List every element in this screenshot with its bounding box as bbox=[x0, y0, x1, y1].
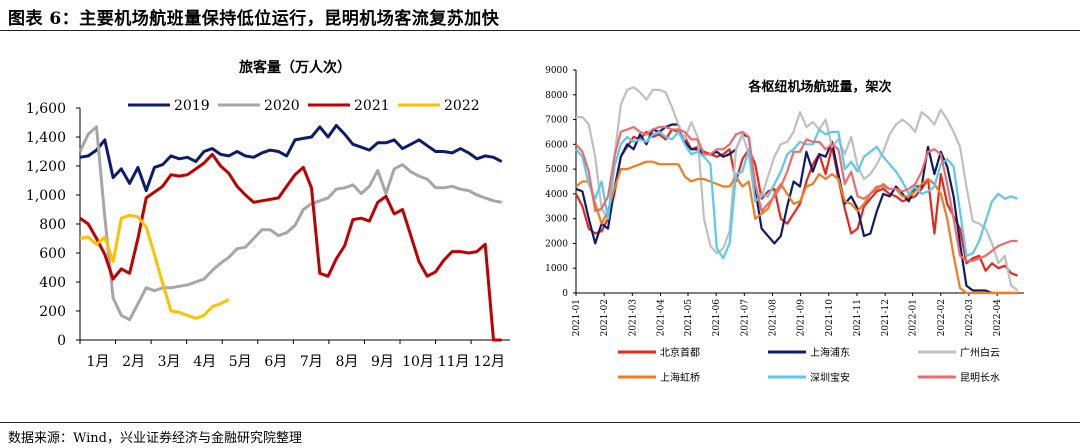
x-tick-label: 1月 bbox=[87, 354, 110, 370]
x-tick-label: 2022-04 bbox=[993, 299, 1003, 337]
x-tick-label: 2021-03 bbox=[628, 299, 638, 337]
flights-chart: 各枢纽机场航班量，架次 0 1000 2000 3000 4000 5000 6000 7000… bbox=[545, 66, 1024, 384]
y-tick-label: 0 bbox=[562, 289, 568, 299]
y-tick-label: 2000 bbox=[545, 239, 568, 249]
x-tick-label: 2022-02 bbox=[937, 299, 947, 336]
x-tick-label: 12月 bbox=[473, 354, 505, 370]
x-tick-label: 5月 bbox=[229, 354, 252, 370]
bottom-rule bbox=[0, 422, 1080, 423]
figure-title: 图表 6：主要机场航班量保持低位运行，昆明机场客流复苏加快 bbox=[8, 9, 500, 29]
y-tick-label: 400 bbox=[39, 275, 66, 291]
x-tick-label: 2021-06 bbox=[712, 299, 722, 337]
series-line-2019 bbox=[79, 123, 503, 193]
series-line-广州白云 bbox=[576, 86, 1019, 292]
x-tick-label: 10月 bbox=[402, 354, 434, 370]
x-tick-label: 2022-03 bbox=[965, 299, 975, 337]
series-line-2021 bbox=[79, 152, 502, 342]
chart-title: 旅客量（万人次） bbox=[239, 59, 351, 76]
y-tick-label: 3000 bbox=[545, 215, 568, 225]
series-line-2022 bbox=[79, 213, 230, 320]
y-tick-label: 1000 bbox=[545, 264, 568, 274]
x-tick-label: 2021-04 bbox=[656, 299, 666, 337]
series-line-深圳宝安 bbox=[575, 128, 1018, 260]
x-tick-label: 2021-12 bbox=[881, 299, 891, 336]
legend-label-上海虹桥: 上海虹桥 bbox=[660, 371, 700, 384]
x-tick-label: 2021-10 bbox=[825, 299, 835, 337]
y-tick-label: 1,600 bbox=[26, 101, 66, 117]
x-tick-label: 2021-02 bbox=[600, 299, 610, 336]
y-tick-label: 600 bbox=[39, 246, 66, 262]
series-line-昆明长水 bbox=[575, 125, 1018, 262]
x-tick-label: 2021-01 bbox=[572, 299, 582, 336]
x-tick-label: 7月 bbox=[300, 354, 323, 370]
x-tick-label: 2月 bbox=[122, 354, 145, 370]
y-tick-label: 5000 bbox=[545, 165, 568, 175]
top-rule bbox=[0, 30, 1080, 31]
y-tick-label: 4000 bbox=[545, 190, 568, 200]
x-tick-label: 2021-11 bbox=[853, 299, 863, 336]
data-source: 数据来源：Wind，兴业证券经济与金融研究院整理 bbox=[8, 431, 302, 446]
y-tick-label: 200 bbox=[39, 304, 66, 320]
legend-label-2019: 2019 bbox=[174, 98, 210, 114]
chart-title: 各枢纽机场航班量，架次 bbox=[747, 79, 891, 95]
x-tick-label: 4月 bbox=[193, 354, 216, 370]
x-tick-label: 11月 bbox=[438, 354, 470, 370]
passenger-chart: 旅客量（万人次） 0 200 400 600 800 1,000 1,200 1,400 1,60… bbox=[26, 59, 510, 370]
y-tick-label: 1,400 bbox=[26, 130, 66, 146]
y-tick-label: 9000 bbox=[545, 66, 568, 76]
legend-label-广州白云: 广州白云 bbox=[960, 346, 1000, 359]
x-tick-label: 2021-05 bbox=[684, 299, 694, 337]
series-line-2020 bbox=[78, 125, 502, 322]
y-tick-label: 8000 bbox=[545, 91, 568, 101]
x-tick-label: 3月 bbox=[158, 354, 181, 370]
y-tick-label: 800 bbox=[39, 217, 66, 233]
y-tick-label: 1,200 bbox=[26, 159, 66, 175]
y-tick-label: 6000 bbox=[545, 140, 568, 150]
x-tick-label: 2021-09 bbox=[797, 299, 807, 337]
legend-label-2020: 2020 bbox=[264, 98, 300, 114]
y-tick-label: 7000 bbox=[545, 116, 568, 126]
y-tick-label: 0 bbox=[57, 333, 66, 349]
legend-label-2022: 2022 bbox=[444, 98, 480, 114]
legend-label-深圳宝安: 深圳宝安 bbox=[810, 371, 850, 384]
x-tick-label: 2021-07 bbox=[740, 299, 750, 337]
x-tick-label: 2021-08 bbox=[768, 299, 778, 337]
y-tick-label: 1,000 bbox=[26, 188, 66, 204]
x-tick-label: 2022-01 bbox=[909, 299, 919, 336]
x-tick-label: 8月 bbox=[335, 354, 358, 370]
legend-label-2021: 2021 bbox=[354, 98, 390, 114]
x-tick-label: 9月 bbox=[371, 354, 394, 370]
legend-label-昆明长水: 昆明长水 bbox=[960, 372, 1000, 384]
x-tick-label: 6月 bbox=[264, 354, 287, 370]
series-line-上海虹桥 bbox=[575, 160, 1018, 295]
legend-label-上海浦东: 上海浦东 bbox=[810, 346, 850, 359]
legend-label-北京首都: 北京首都 bbox=[660, 346, 700, 359]
